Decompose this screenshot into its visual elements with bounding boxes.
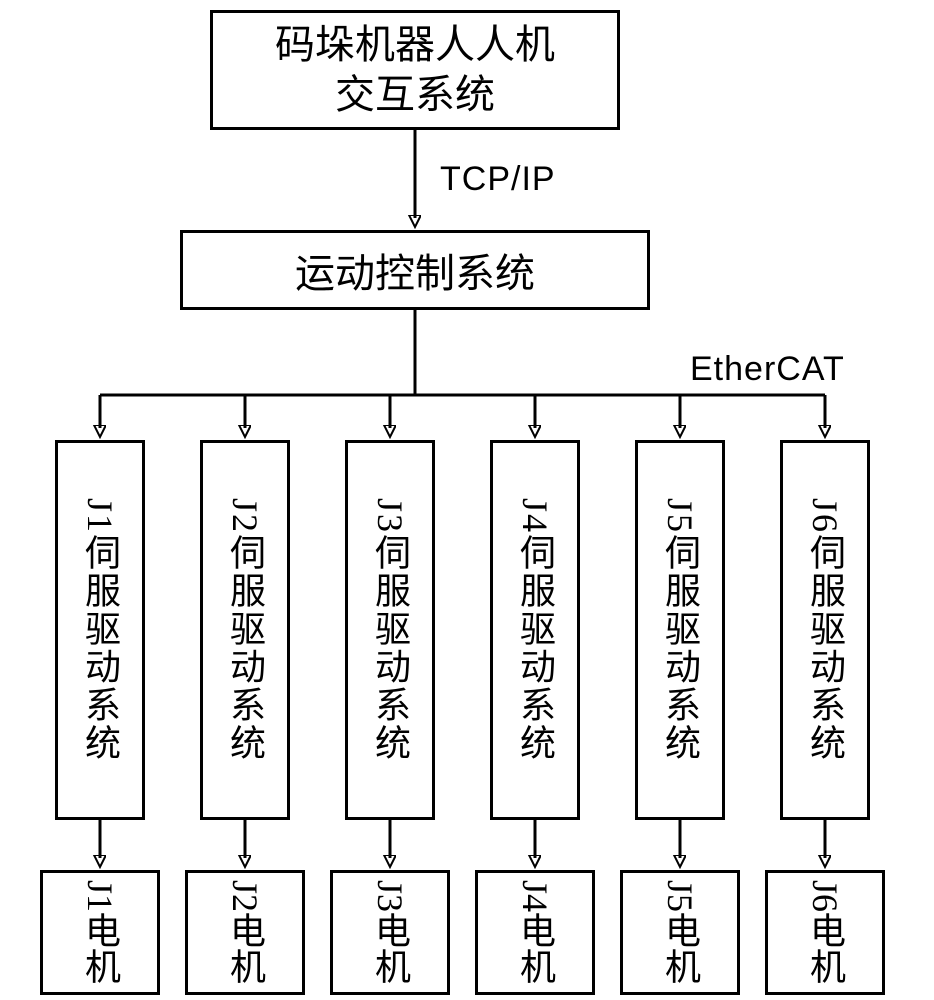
servo-label-j4: 伺服驱动系统	[515, 534, 555, 762]
hmi-line1: 码垛机器人人机	[275, 22, 555, 67]
motor-box-j4: J4电机	[475, 870, 595, 995]
servo-prefix-j5: J5	[660, 498, 700, 534]
motion-control-box: 运动控制系统	[180, 230, 650, 310]
servo-label-j3: 伺服驱动系统	[370, 534, 410, 762]
motor-box-j1: J1电机	[40, 870, 160, 995]
motor-box-j2: J2电机	[185, 870, 305, 995]
motor-label-j1: 电机	[80, 913, 120, 985]
motor-label-j4: 电机	[515, 913, 555, 985]
motor-prefix-j5: J5	[660, 880, 700, 912]
servo-box-j1: J1伺服驱动系统	[55, 440, 145, 820]
motor-prefix-j2: J2	[225, 880, 265, 912]
servo-box-j6: J6伺服驱动系统	[780, 440, 870, 820]
servo-label-j5: 伺服驱动系统	[660, 534, 700, 762]
motor-prefix-j1: J1	[80, 880, 120, 912]
motor-prefix-j3: J3	[370, 880, 410, 912]
servo-prefix-j4: J4	[515, 498, 555, 534]
motor-label-j6: 电机	[805, 913, 845, 985]
servo-prefix-j3: J3	[370, 498, 410, 534]
servo-label-j6: 伺服驱动系统	[805, 534, 845, 762]
motor-label-j2: 电机	[225, 913, 265, 985]
servo-prefix-j6: J6	[805, 498, 845, 534]
servo-box-j2: J2伺服驱动系统	[200, 440, 290, 820]
ethercat-label: EtherCAT	[690, 350, 845, 389]
motor-label-j3: 电机	[370, 913, 410, 985]
motor-label-j5: 电机	[660, 913, 700, 985]
servo-prefix-j2: J2	[225, 498, 265, 534]
motor-prefix-j4: J4	[515, 880, 555, 912]
hmi-line2: 交互系统	[335, 72, 495, 117]
motion-control-label: 运动控制系统	[295, 241, 535, 299]
motor-box-j6: J6电机	[765, 870, 885, 995]
motor-box-j5: J5电机	[620, 870, 740, 995]
servo-box-j5: J5伺服驱动系统	[635, 440, 725, 820]
motor-box-j3: J3电机	[330, 870, 450, 995]
servo-box-j3: J3伺服驱动系统	[345, 440, 435, 820]
servo-label-j2: 伺服驱动系统	[225, 534, 265, 762]
tcp-ip-label: TCP/IP	[440, 160, 556, 199]
servo-box-j4: J4伺服驱动系统	[490, 440, 580, 820]
servo-prefix-j1: J1	[80, 498, 120, 534]
motor-prefix-j6: J6	[805, 880, 845, 912]
hmi-system-box: 码垛机器人人机 交互系统	[210, 10, 620, 130]
servo-label-j1: 伺服驱动系统	[80, 534, 120, 762]
